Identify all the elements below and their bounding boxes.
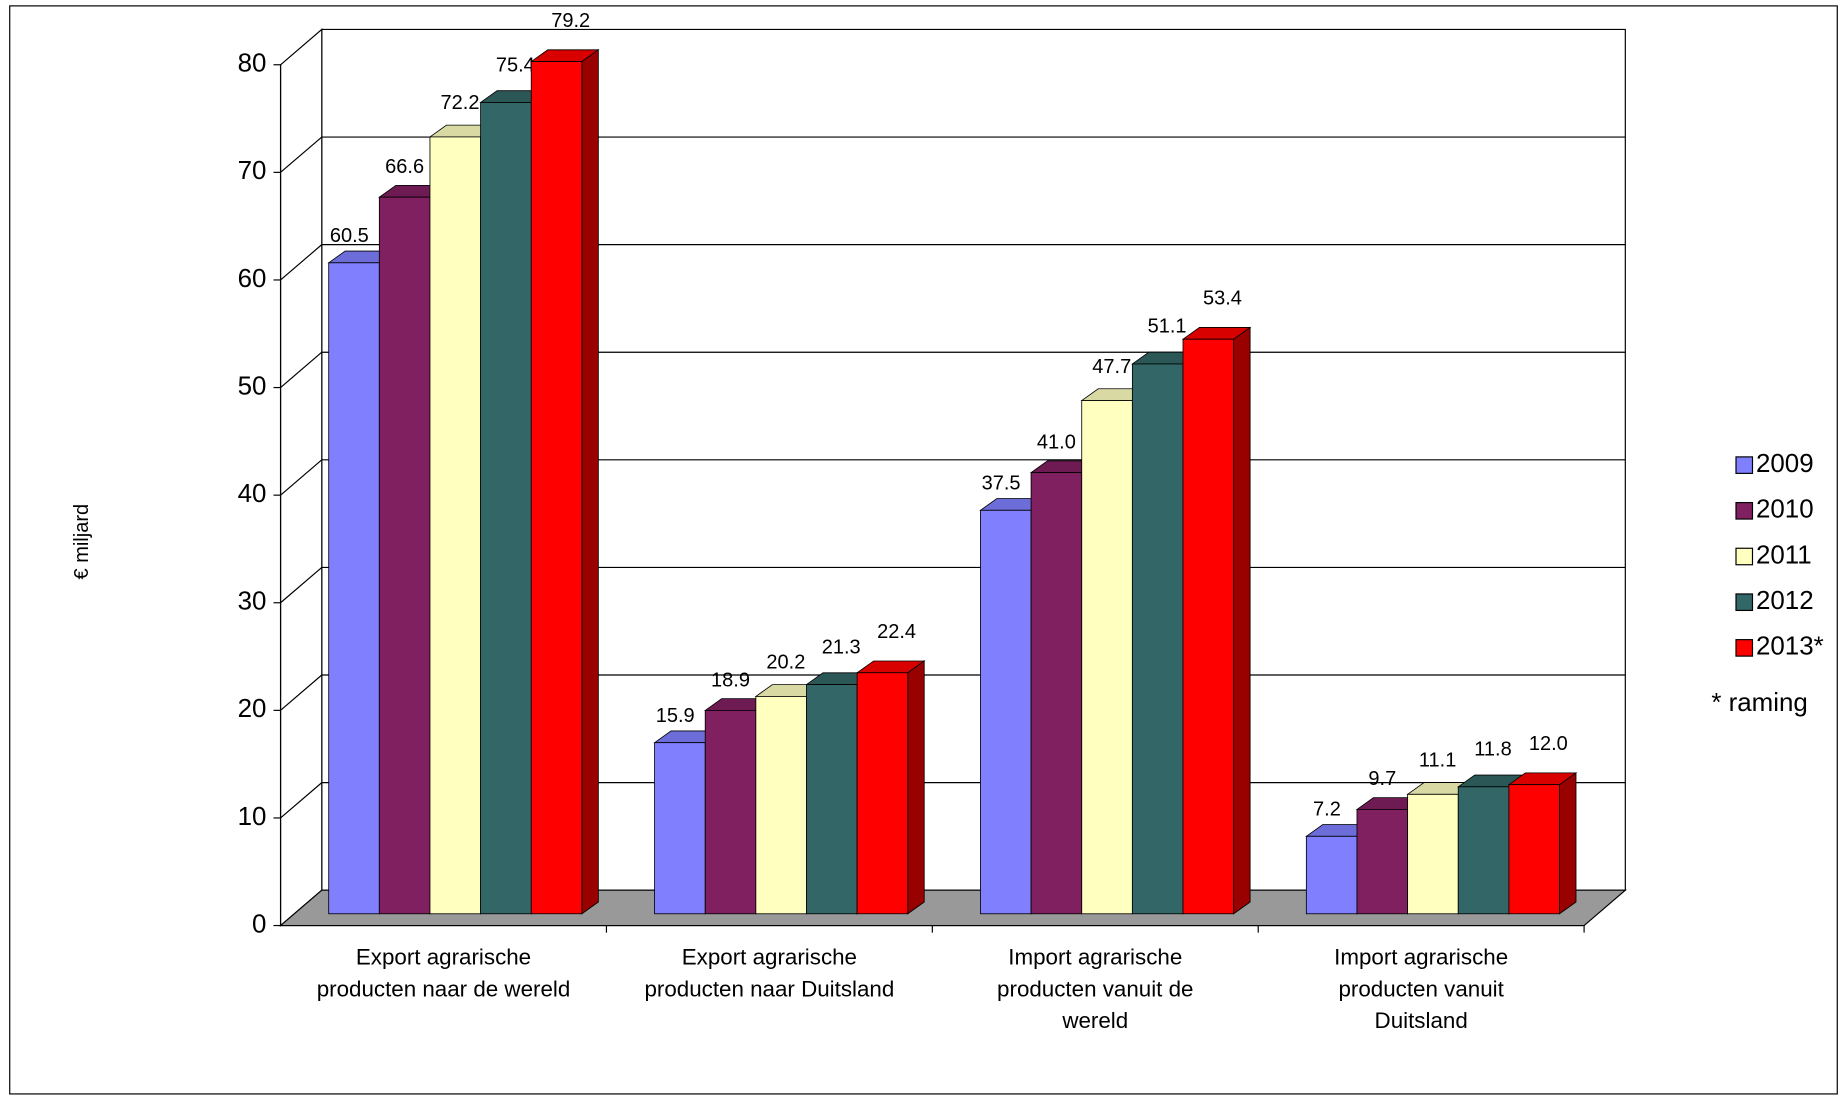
value-label: 51.1	[1148, 316, 1187, 338]
legend-swatch	[1735, 456, 1754, 474]
grid-line	[280, 136, 1626, 173]
value-label: 60.5	[330, 225, 369, 247]
y-tick-label: 10	[238, 803, 267, 831]
legend-swatch	[1735, 593, 1754, 612]
bar-side	[1233, 326, 1251, 915]
bar-front	[1457, 786, 1510, 915]
value-label: 75.4	[496, 54, 535, 76]
y-tick-label: 60	[238, 265, 267, 293]
bar-front	[980, 509, 1032, 915]
legend-swatch	[1735, 547, 1754, 566]
bar-front	[1407, 793, 1459, 915]
bar	[529, 49, 600, 915]
bar-front	[530, 61, 583, 915]
bar-front	[806, 684, 858, 915]
value-label: 66.6	[385, 156, 424, 178]
y-tick-label: 40	[238, 480, 267, 508]
bar-front	[1030, 472, 1083, 915]
value-label: 18.9	[711, 669, 750, 691]
bar-front	[704, 709, 757, 915]
x-tick-label: Export agrarische producten naar Duitslan…	[644, 944, 894, 1001]
y-tick-label: 0	[252, 910, 266, 938]
bar-front	[1182, 338, 1235, 915]
value-label: 21.3	[822, 636, 861, 658]
value-label: 15.9	[656, 705, 695, 727]
x-tick-label-line: producten vanuit	[1338, 976, 1504, 1001]
annotation: * raming	[1711, 689, 1807, 717]
bar-front	[1508, 784, 1560, 915]
bar-front	[856, 672, 909, 915]
value-label: 41.0	[1037, 431, 1076, 453]
bar-front	[1356, 808, 1409, 915]
value-label: 11.8	[1474, 739, 1511, 761]
value-label: 72.2	[441, 92, 480, 114]
y-tick-label: 70	[238, 157, 267, 185]
x-tick-label-line: Import agrarische	[1334, 944, 1508, 969]
legend-label: 2009	[1756, 450, 1814, 478]
bar-side	[907, 660, 925, 915]
x-tick-label-line: producten naar Duitsland	[644, 976, 894, 1001]
bar	[1507, 772, 1578, 915]
value-label: 9.7	[1368, 768, 1396, 790]
value-label: 11.1	[1419, 750, 1456, 772]
legend-label: 2012	[1756, 587, 1814, 615]
x-tick-label-line: wereld	[1061, 1008, 1128, 1033]
value-label: 20.2	[766, 652, 805, 674]
legend-label: 2010	[1756, 496, 1814, 524]
bar-front	[755, 696, 807, 915]
bar-front	[378, 196, 431, 915]
bar	[1181, 326, 1252, 915]
x-tick-label-line: Export agrarische	[356, 944, 531, 969]
bar-front	[328, 262, 380, 915]
y-tick-label: 30	[238, 588, 267, 616]
value-label: 12.0	[1529, 733, 1568, 755]
bar-front	[1131, 363, 1184, 915]
x-tick-label: Import agrarische producten vanuit de were…	[997, 944, 1193, 1033]
value-label: 22.4	[877, 621, 916, 643]
legend-label: 2013*	[1756, 633, 1824, 661]
legend-swatch	[1735, 639, 1754, 657]
value-label: 79.2	[551, 10, 590, 32]
value-label: 47.7	[1092, 356, 1131, 378]
bar-side	[1559, 772, 1577, 915]
value-label: 53.4	[1203, 287, 1242, 309]
x-tick-label-line: Export agrarische	[682, 944, 857, 969]
bar-front	[480, 102, 532, 915]
legend-swatch	[1735, 501, 1754, 520]
x-tick-label: Export agrarische producten naar de werel…	[317, 944, 571, 1001]
value-label: 7.2	[1313, 799, 1341, 821]
bar	[855, 660, 926, 915]
bar-front	[429, 136, 482, 915]
y-tick-label: 80	[238, 50, 267, 78]
y-axis-label: € miljard	[71, 504, 93, 580]
bar-front	[1305, 835, 1358, 915]
value-label: 37.5	[982, 473, 1021, 495]
x-tick-label-line: producten naar de wereld	[317, 976, 571, 1001]
x-tick-label-line: producten vanuit de	[997, 976, 1193, 1001]
x-tick-label-line: Import agrarische	[1008, 944, 1182, 969]
legend-label: 2011	[1756, 541, 1812, 569]
grid-line	[280, 244, 1626, 281]
bar-front	[654, 742, 706, 915]
bar-front	[1081, 400, 1133, 915]
y-tick-label: 20	[238, 695, 267, 723]
x-tick-label-line: Duitsland	[1375, 1008, 1468, 1033]
x-tick-label: Import agrarische producten vanuit Duitsla…	[1334, 944, 1508, 1033]
bar-side	[581, 49, 599, 915]
y-tick-label: 50	[238, 372, 267, 400]
